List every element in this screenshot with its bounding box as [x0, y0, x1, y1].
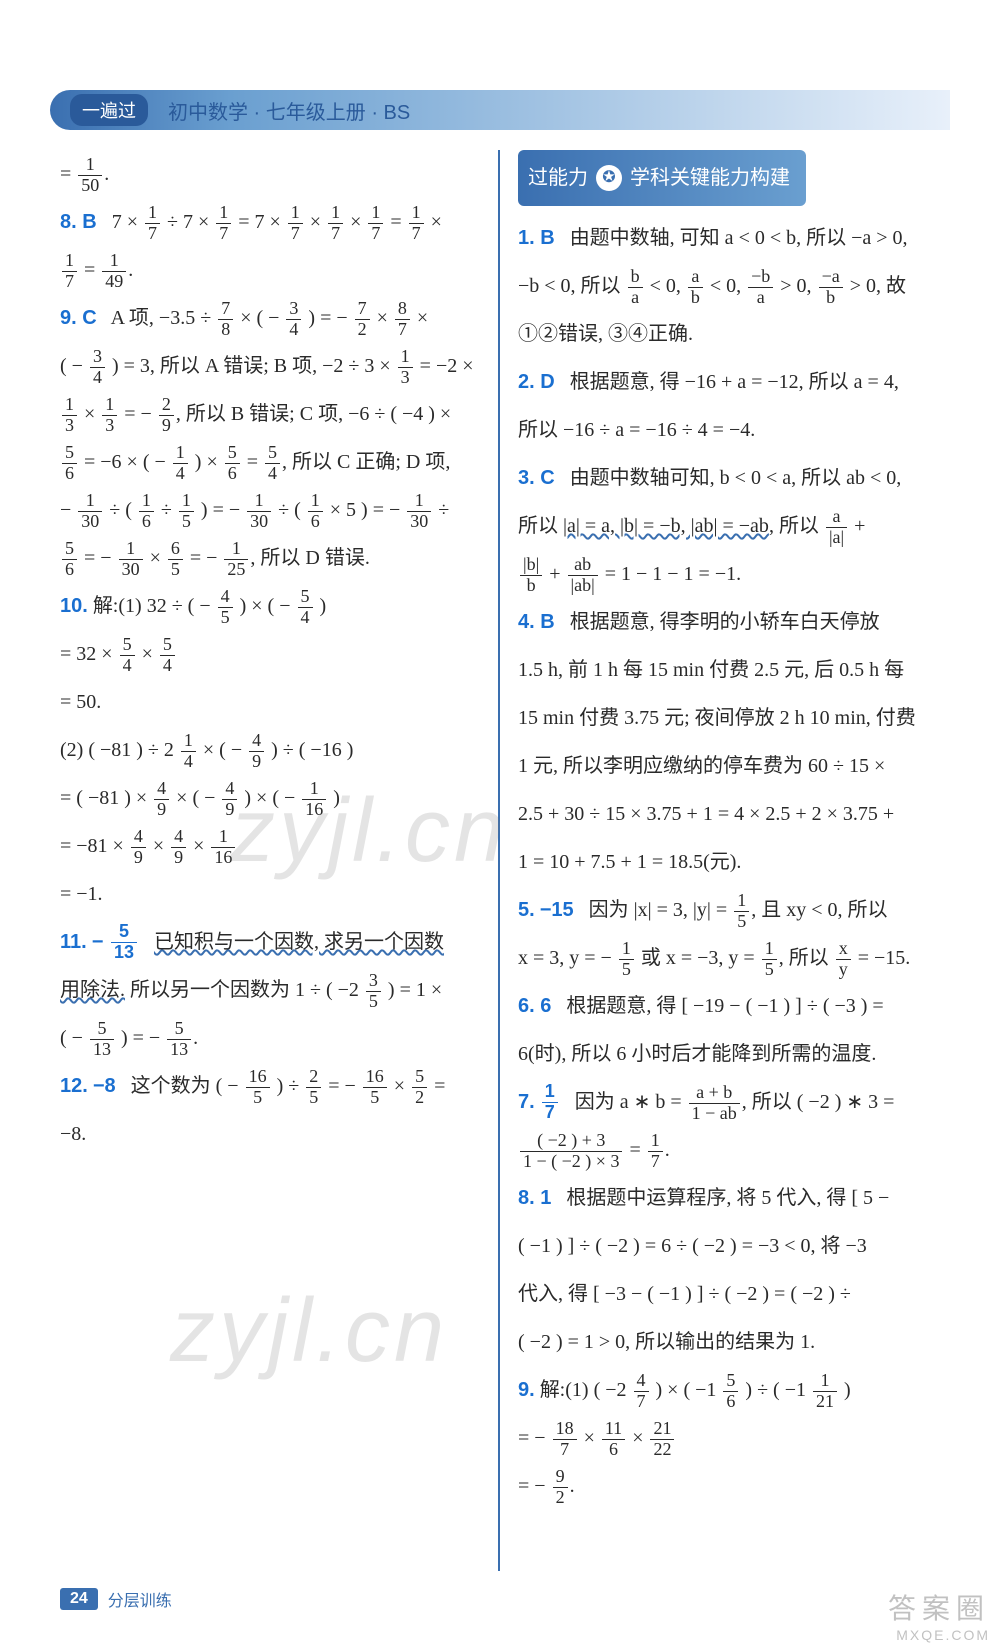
header-tag: 一遍过 — [70, 94, 148, 126]
q-num: 7. — [518, 1091, 535, 1113]
q-num: 3. C — [518, 467, 555, 489]
text: 所以 −16 ÷ a = −16 ÷ 4 = −4. — [518, 406, 940, 454]
header-title: 初中数学 · 七年级上册 · BS — [168, 96, 410, 125]
q8: 8. B 7 × 17 ÷ 7 × 17 = 7 × 17 × 17 × 17 … — [60, 198, 480, 246]
text: −8. — [60, 1110, 480, 1158]
q-num: 9. — [518, 1379, 535, 1401]
banner-left: 过能力 — [528, 154, 588, 202]
text: 13 × 13 = − 29, 所以 B 错误; C 项, −6 ÷ ( −4 … — [60, 390, 480, 438]
text: = 150. — [60, 150, 480, 198]
corner-logo: 答案圈 MXQE.COM — [888, 1587, 990, 1643]
text: = − 187 × 116 × 2122 — [518, 1414, 940, 1462]
text: ( − 513 ) = − 513. — [60, 1014, 480, 1062]
q8r: 8. 1 根据题中运算程序, 将 5 代入, 得 [ 5 − — [518, 1174, 940, 1222]
text: 1.5 h, 前 1 h 每 15 min 付费 2.5 元, 后 0.5 h … — [518, 646, 940, 694]
q5: 5. −15 因为 |x| = 3, |y| = 15, 且 xy < 0, 所… — [518, 886, 940, 934]
text: −b < 0, 所以 ba < 0, ab < 0, −ba > 0, −ab … — [518, 262, 940, 310]
text: 代入, 得 [ −3 − ( −1 ) ] ÷ ( −2 ) = ( −2 ) … — [518, 1270, 940, 1318]
text: |b|b + ab|ab| = 1 − 1 − 1 = −1. — [518, 550, 940, 598]
q7: 7. 17 因为 a ∗ b = a + b1 − ab, 所以 ( −2 ) … — [518, 1078, 940, 1126]
q11: 11. − 513 已知积与一个因数, 求另一个因数 — [60, 918, 480, 966]
text: 用除法. 所以另一个因数为 1 ÷ ( −2 35 ) = 1 × — [60, 966, 480, 1014]
q-num: 6. 6 — [518, 995, 551, 1017]
text: = 32 × 54 × 54 — [60, 630, 480, 678]
q-num: 11. — [60, 931, 87, 953]
q-num: 2. D — [518, 371, 555, 393]
text: − 130 ÷ ( 16 ÷ 15 ) = − 130 ÷ ( 16 × 5 )… — [60, 486, 480, 534]
footer: 24 分层训练 — [60, 1587, 172, 1611]
answer: −8 — [93, 1075, 116, 1097]
right-column: 过能力 ✪ 学科关键能力构建 1. B 由题中数轴, 可知 a < 0 < b,… — [500, 150, 940, 1571]
q10: 10. 解:(1) 32 ÷ ( − 45 ) × ( − 54 ) — [60, 582, 480, 630]
page: 一遍过 初中数学 · 七年级上册 · BS = 150. 8. B 7 × 17… — [0, 0, 1000, 1651]
q9: 9. C A 项, −3.5 ÷ 78 × ( − 34 ) = − 72 × … — [60, 294, 480, 342]
text: ( − 34 ) = 3, 所以 A 错误; B 项, −2 ÷ 3 × 13 … — [60, 342, 480, 390]
q-num: 1. B — [518, 227, 555, 249]
q6: 6. 6 根据题意, 得 [ −19 − ( −1 ) ] ÷ ( −3 ) = — [518, 982, 940, 1030]
text: x = 3, y = − 15 或 x = −3, y = 15, 所以 xy … — [518, 934, 940, 982]
text: 56 = − 130 × 65 = − 125, 所以 D 错误. — [60, 534, 480, 582]
page-header: 一遍过 初中数学 · 七年级上册 · BS — [50, 90, 950, 130]
text: = ( −81 ) × 49 × ( − 49 ) × ( − 116 ) — [60, 774, 480, 822]
text: 17 = 149. — [60, 246, 480, 294]
logo-small: MXQE.COM — [888, 1627, 990, 1643]
text: = −81 × 49 × 49 × 116 — [60, 822, 480, 870]
answer: −15 — [540, 899, 574, 921]
q1: 1. B 由题中数轴, 可知 a < 0 < b, 所以 −a > 0, — [518, 214, 940, 262]
section-banner: 过能力 ✪ 学科关键能力构建 — [518, 150, 806, 206]
text: ( −2 ) + 31 − ( −2 ) × 3 = 17. — [518, 1126, 940, 1174]
q-num: 12. — [60, 1075, 88, 1097]
text: = −1. — [60, 870, 480, 918]
text: 15 min 付费 3.75 元; 夜间停放 2 h 10 min, 付费 — [518, 694, 940, 742]
text: 所以 |a| = a, |b| = −b, |ab| = −ab, 所以 a|a… — [518, 502, 940, 550]
text: 1 = 10 + 7.5 + 1 = 18.5(元). — [518, 838, 940, 886]
q12: 12. −8 这个数为 ( − 165 ) ÷ 25 = − 165 × 52 … — [60, 1062, 480, 1110]
q3: 3. C 由题中数轴可知, b < 0 < a, 所以 ab < 0, — [518, 454, 940, 502]
text: (2) ( −81 ) ÷ 2 14 × ( − 49 ) ÷ ( −16 ) — [60, 726, 480, 774]
answer: 17 — [540, 1091, 560, 1113]
wave-text: 已知积与一个因数, 求另一个因数 — [154, 931, 444, 953]
logo-big: 答案圈 — [888, 1587, 990, 1627]
q-num: 9. C — [60, 307, 97, 329]
left-column: = 150. 8. B 7 × 17 ÷ 7 × 17 = 7 × 17 × 1… — [60, 150, 500, 1571]
text: 2.5 + 30 ÷ 15 × 3.75 + 1 = 4 × 2.5 + 2 ×… — [518, 790, 940, 838]
text: ①②错误, ③④正确. — [518, 310, 940, 358]
text: ( −2 ) = 1 > 0, 所以输出的结果为 1. — [518, 1318, 940, 1366]
page-number: 24 — [60, 1588, 98, 1610]
q9r: 9. 解:(1) ( −2 47 ) × ( −1 56 ) ÷ ( −1 12… — [518, 1366, 940, 1414]
q-num: 5. — [518, 899, 535, 921]
text: = 50. — [60, 678, 480, 726]
q-num: 8. 1 — [518, 1187, 551, 1209]
text: 6(时), 所以 6 小时后才能降到所需的温度. — [518, 1030, 940, 1078]
q4: 4. B 根据题意, 得李明的小轿车白天停放 — [518, 598, 940, 646]
text: 1 元, 所以李明应缴纳的停车费为 60 ÷ 15 × — [518, 742, 940, 790]
text: = − 92. — [518, 1462, 940, 1510]
banner-icon: ✪ — [596, 165, 622, 191]
q2: 2. D 根据题意, 得 −16 + a = −12, 所以 a = 4, — [518, 358, 940, 406]
text: 56 = −6 × ( − 14 ) × 56 = 54, 所以 C 正确; D… — [60, 438, 480, 486]
answer: − 513 — [92, 931, 139, 953]
content: = 150. 8. B 7 × 17 ÷ 7 × 17 = 7 × 17 × 1… — [60, 150, 940, 1571]
footer-label: 分层训练 — [108, 1587, 172, 1611]
q-num: 10. — [60, 595, 88, 617]
text: ( −1 ) ] ÷ ( −2 ) = 6 ÷ ( −2 ) = −3 < 0,… — [518, 1222, 940, 1270]
banner-right: 学科关键能力构建 — [630, 154, 790, 202]
q-num: 4. B — [518, 611, 555, 633]
q-num: 8. B — [60, 211, 97, 233]
